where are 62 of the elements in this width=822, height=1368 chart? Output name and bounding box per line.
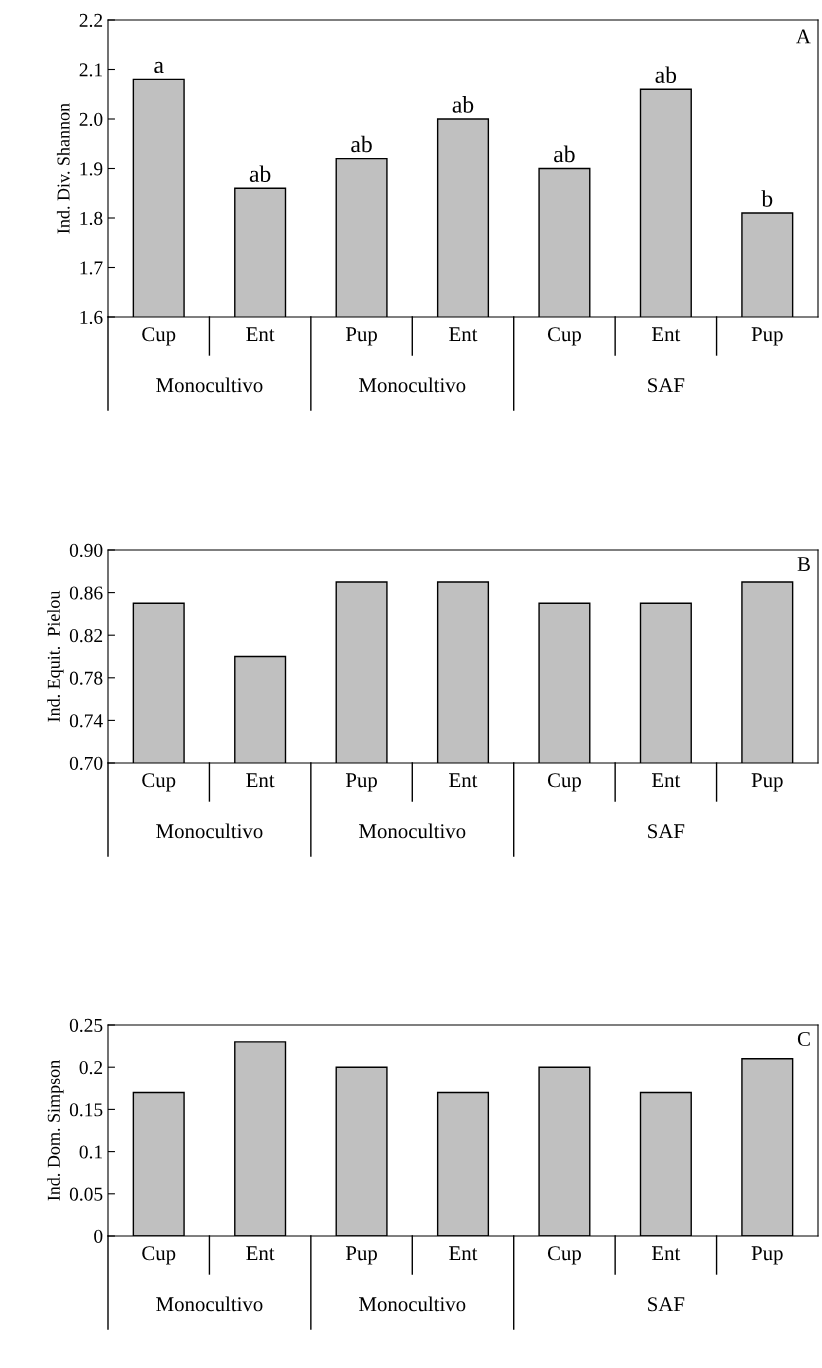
data-label: a xyxy=(154,61,164,74)
y-tick-label: 0.15 xyxy=(69,1103,103,1117)
y-tick-label: 0.70 xyxy=(69,756,103,771)
text: Monocultivo xyxy=(156,1296,263,1312)
x-tick-label: Ent xyxy=(246,327,275,342)
chart-title: A xyxy=(796,29,811,44)
x-tick-label: Pup xyxy=(345,327,377,346)
chart-title: B xyxy=(797,557,810,571)
text: Monocultivo xyxy=(359,1296,466,1312)
x-tick-label: Ent xyxy=(651,773,681,788)
text: Monocultivo xyxy=(156,823,263,839)
y-tick-label: 0.82 xyxy=(69,629,103,643)
text: SAF xyxy=(648,378,685,393)
y-tick-label: 2.1 xyxy=(79,63,102,77)
text: SAF xyxy=(648,1297,685,1312)
data-label: ab xyxy=(249,165,271,183)
x-tick-label: Ent xyxy=(246,773,275,788)
x-tick-label: Ent xyxy=(651,1246,681,1261)
text: Monocultivo xyxy=(156,377,263,393)
y-tick-label: 2.2 xyxy=(79,13,103,28)
text: Monocultivo xyxy=(359,377,466,393)
x-tick-label: Pup xyxy=(751,327,783,346)
y-tick-label: 0.1 xyxy=(79,1145,102,1159)
y-tick-label: 0 xyxy=(94,1229,103,1243)
y-tick-label: 1.6 xyxy=(80,310,103,325)
data-label: ab xyxy=(554,145,575,163)
x-tick-label: Pup xyxy=(751,1246,783,1265)
y-tick-label: 0.25 xyxy=(69,1018,103,1033)
data-label: ab xyxy=(655,66,677,84)
x-tick-label: Cup xyxy=(142,773,176,792)
y-tick-label: 1.9 xyxy=(80,162,103,176)
y-tick-label: 1.8 xyxy=(80,211,103,226)
y-tick-label: 1.7 xyxy=(80,261,103,275)
x-tick-label: Ent xyxy=(449,1246,478,1261)
y-axis-title: Ind. Equit. Pielou xyxy=(47,590,64,722)
y-tick-label: 0.86 xyxy=(69,586,103,600)
y-tick-label: 0.90 xyxy=(69,543,103,558)
y-tick-label: 0.78 xyxy=(69,671,103,685)
x-tick-label: Ent xyxy=(449,327,478,342)
x-tick-label: Cup xyxy=(547,1246,581,1265)
x-tick-label: Pup xyxy=(751,773,783,792)
y-tick-label: 0.05 xyxy=(69,1187,103,1201)
x-tick-label: Cup xyxy=(547,773,581,792)
text: Monocultivo xyxy=(359,823,466,839)
data-label: ab xyxy=(452,96,474,113)
x-tick-label: Cup xyxy=(547,327,581,346)
y-axis-title: Ind. Dom. Simpson xyxy=(47,1060,64,1201)
chart-title: C xyxy=(797,1031,810,1046)
data-label: ab xyxy=(351,135,372,153)
x-tick-label: Pup xyxy=(345,1246,377,1265)
x-tick-label: Ent xyxy=(651,327,681,342)
y-tick-label: 2.0 xyxy=(79,112,103,127)
text: SAF xyxy=(648,824,685,839)
x-tick-label: Cup xyxy=(142,327,176,346)
x-tick-label: Pup xyxy=(345,773,377,792)
x-tick-label: Cup xyxy=(142,1246,176,1265)
data-label: b xyxy=(761,190,773,207)
y-tick-label: 0.74 xyxy=(69,714,103,728)
x-tick-label: Ent xyxy=(449,773,478,788)
y-axis-title: Ind. Div. Shannon xyxy=(56,103,70,234)
y-tick-label: 0.2 xyxy=(79,1061,103,1075)
x-tick-label: Ent xyxy=(246,1246,275,1261)
